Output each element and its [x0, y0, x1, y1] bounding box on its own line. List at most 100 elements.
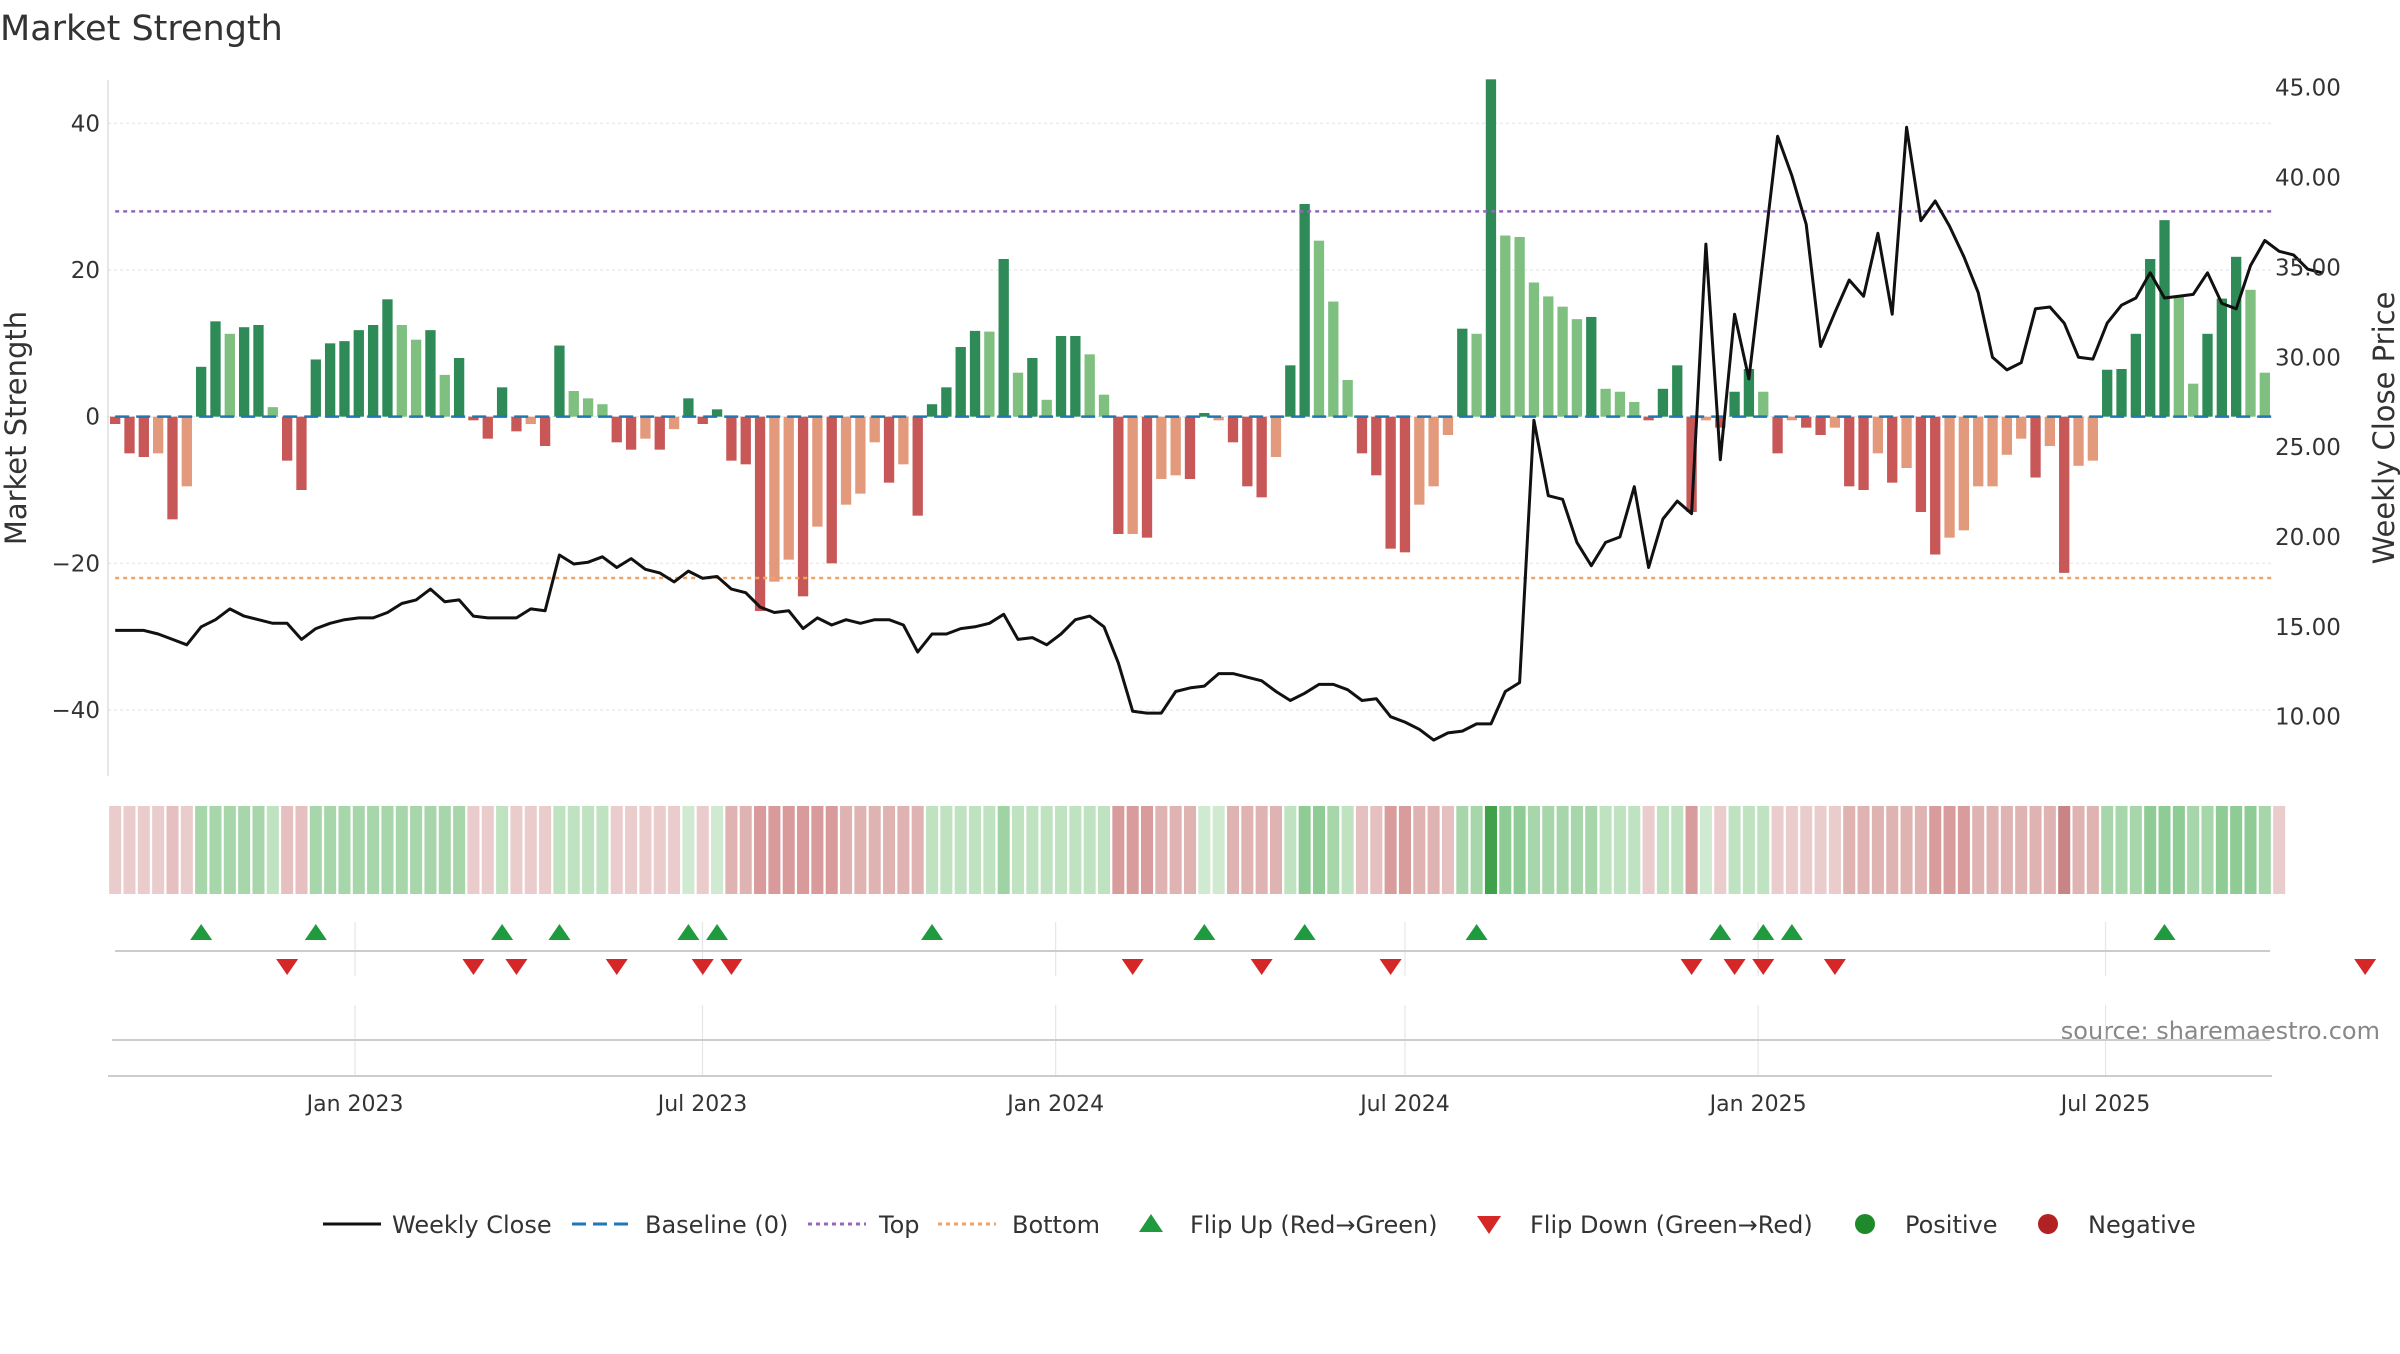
strength-bar [367, 325, 379, 417]
strength-bar [1586, 316, 1597, 417]
strip-cell [1900, 806, 1913, 894]
flip-down-marker [276, 959, 299, 975]
strip-cell [152, 806, 165, 894]
legend-label: Top [878, 1211, 920, 1239]
strip-cell [596, 806, 609, 894]
strip-cell [2187, 806, 2200, 894]
strip-cell [1972, 806, 1985, 894]
strip-cell [2215, 806, 2228, 894]
strength-bar [1858, 416, 1869, 490]
y2-tick-label: 15.00 [2275, 615, 2341, 641]
strength-bar [339, 341, 350, 417]
strength-bar [1055, 336, 1067, 417]
strength-bar [2159, 220, 2170, 417]
strength-bar [1786, 416, 1798, 421]
legend-swatch-flip-up [1139, 1214, 1163, 1232]
strength-bar [754, 416, 766, 611]
flip-down-marker [1379, 959, 1402, 975]
strength-bar [525, 416, 536, 424]
flip-markers [115, 924, 2377, 975]
flip-up-marker [304, 924, 327, 940]
strip-cell [352, 806, 365, 894]
strength-bar [941, 387, 952, 417]
strip-cell [1671, 806, 1684, 894]
strength-bar [1127, 416, 1138, 534]
strip-cell [1169, 806, 1182, 894]
strip-cell [739, 806, 752, 894]
strip-cell [1427, 806, 1440, 894]
flip-up-marker [1465, 924, 1488, 940]
strip-cell [166, 806, 179, 894]
strength-bar [2231, 256, 2242, 417]
strength-bar [1958, 416, 1970, 531]
strength-bar [2016, 416, 2027, 439]
y2-tick-label: 10.00 [2275, 705, 2341, 731]
strength-bar [740, 416, 751, 465]
strip-cell [1055, 806, 1068, 894]
strip-cell [926, 806, 939, 894]
strip-cell [1355, 806, 1368, 894]
strip-cell [711, 806, 724, 894]
strength-bar [840, 416, 852, 505]
strength-bar [2145, 259, 2156, 417]
x-axis: Jan 2023 Jul 2023 Jan 2024 Jul 2024 Jan 2025… [108, 1039, 2272, 1117]
strip-cell [610, 806, 623, 894]
strength-bar [1557, 306, 1568, 417]
strip-cell [2015, 806, 2028, 894]
legend-label: Positive [1905, 1211, 1998, 1239]
strip-cell [1857, 806, 1870, 894]
x-tick-label: Jan 2023 [305, 1092, 404, 1117]
strength-bar [912, 416, 923, 516]
legend-swatch-dot [1855, 1214, 1875, 1234]
strength-bar [1829, 416, 1841, 428]
strength-bar [152, 416, 164, 454]
strip-cell [1929, 806, 1942, 894]
strength-bar [812, 416, 823, 527]
strength-bar [1872, 416, 1884, 454]
strip-cell [338, 806, 351, 894]
strip-cell [180, 806, 193, 894]
flip-up-marker [1193, 924, 1216, 940]
strip-cell [682, 806, 695, 894]
strength-bar [1070, 336, 1081, 417]
strength-bar [1973, 416, 1984, 487]
y2-tick-label: 40.00 [2275, 166, 2341, 192]
strip-cell [137, 806, 150, 894]
axes-layer: 40 20 0 −20 −40 45.00 40.00 35.00 30.00 25.00 20.0… [51, 76, 2341, 776]
strength-bar [1930, 416, 1941, 555]
flip-down-marker [462, 959, 485, 975]
y2-tick-label: 45.00 [2275, 76, 2341, 102]
strength-bar [711, 409, 723, 417]
strip-cell [324, 806, 337, 894]
strip-cell [1312, 806, 1325, 894]
strength-bar [568, 391, 579, 417]
strip-cell [1599, 806, 1612, 894]
strip-cell [295, 806, 308, 894]
strength-bar [110, 416, 121, 424]
strength-bar [281, 416, 293, 461]
strip-cell [281, 806, 294, 894]
strip-cell [1112, 806, 1125, 894]
strip-cell [496, 806, 509, 894]
legend-label: Baseline (0) [645, 1211, 788, 1239]
legend-label: Negative [2088, 1211, 2196, 1239]
strip-cell [639, 806, 652, 894]
strength-bar [1672, 365, 1683, 417]
strip-cell [1413, 806, 1426, 894]
strip-cell [1241, 806, 1254, 894]
strip-cell [1556, 806, 1569, 894]
flip-down-marker [1723, 959, 1746, 975]
strength-bar [1084, 354, 1095, 417]
strength-bar [769, 416, 780, 582]
strength-bar [1543, 296, 1554, 417]
strip-cell [2172, 806, 2185, 894]
strength-bar [1113, 416, 1124, 534]
strip-cell [2072, 806, 2085, 894]
x-tick-label: Jan 2024 [1005, 1092, 1104, 1117]
strength-bar [1428, 416, 1439, 487]
strength-bar [611, 416, 622, 443]
strength-bar [1700, 416, 1712, 421]
strip-cell [1843, 806, 1856, 894]
strength-bar [1356, 416, 1368, 454]
y2-axis-title: Weekly Close Price [2367, 292, 2400, 565]
